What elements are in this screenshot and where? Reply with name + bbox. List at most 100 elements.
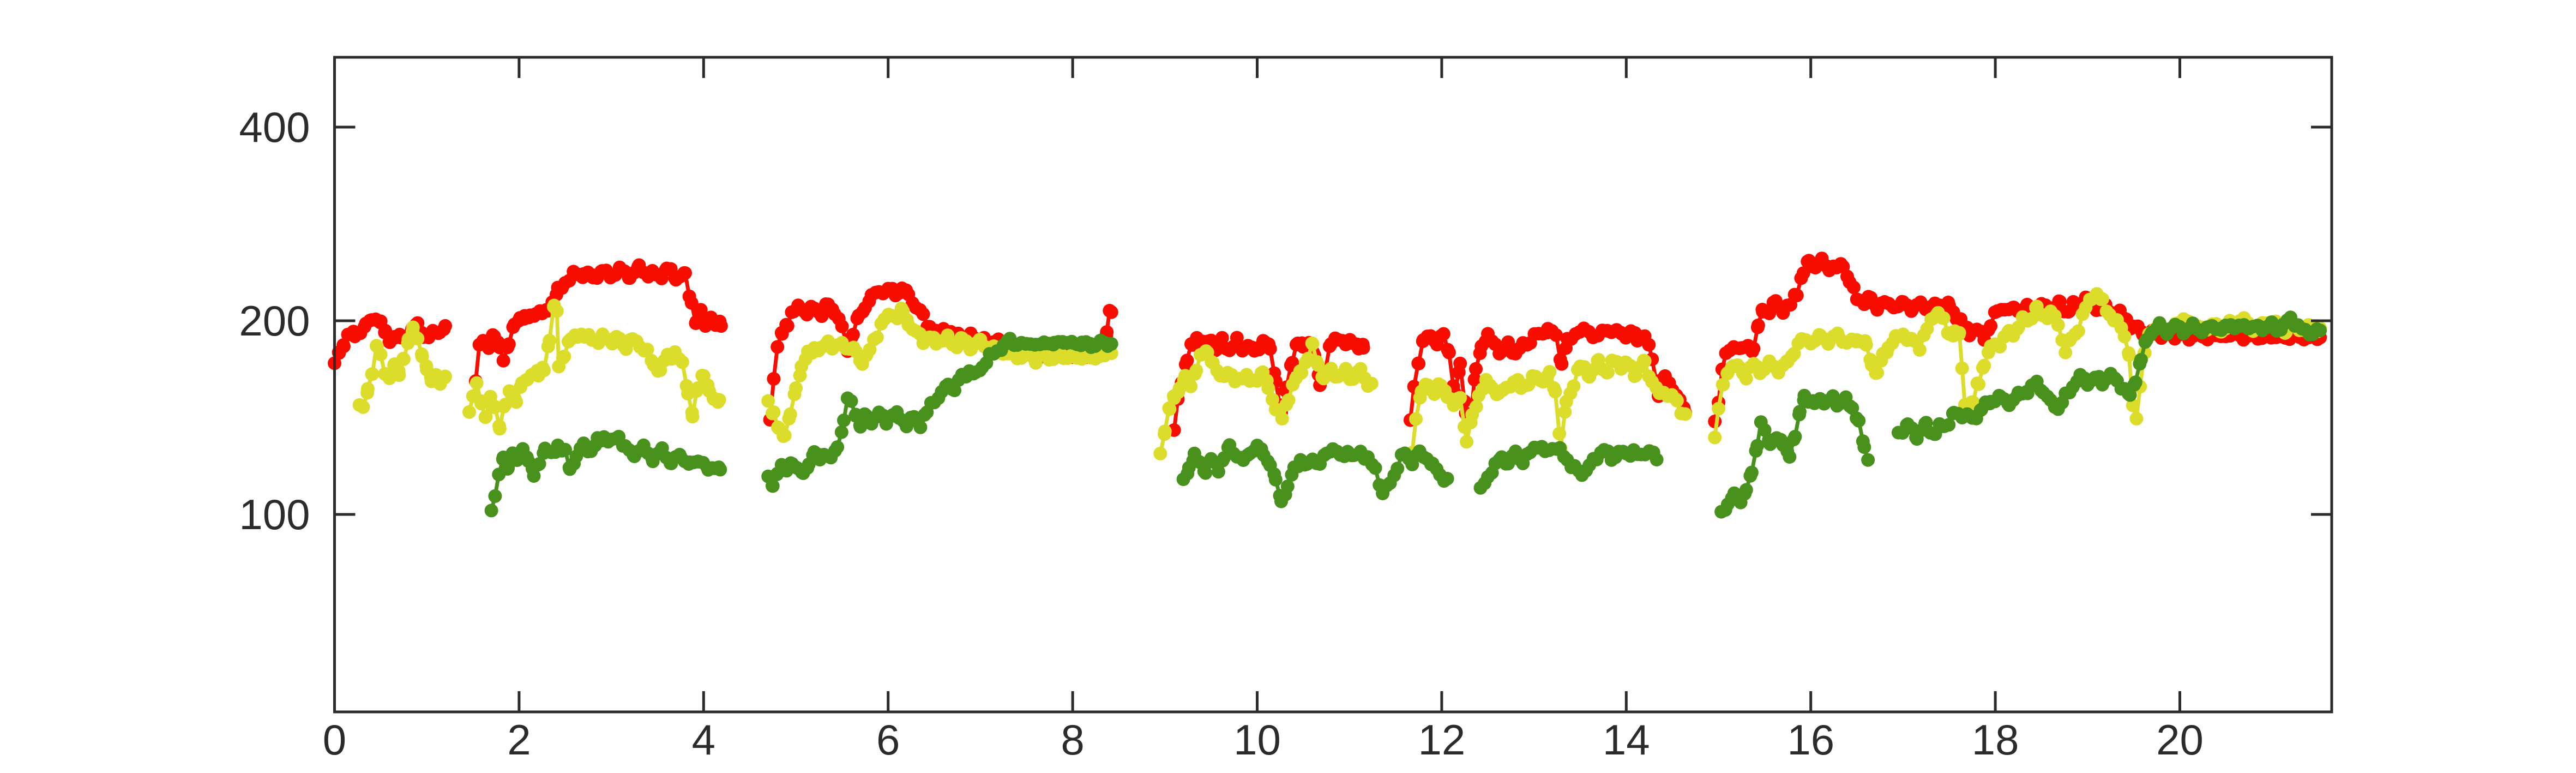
yellow-series-marker [1339, 362, 1353, 376]
yellow-series-marker [1787, 346, 1801, 361]
yellow-series-marker [537, 363, 551, 377]
yellow-series-marker [1739, 371, 1753, 386]
yellow-series-marker [406, 320, 420, 334]
yellow-series-marker [1558, 405, 1572, 419]
red-series-marker [502, 337, 516, 351]
yellow-series-marker [365, 367, 380, 381]
green-series-marker [1861, 453, 1875, 467]
green-series-marker [488, 489, 502, 503]
red-series-marker [780, 319, 795, 333]
red-series-marker [767, 371, 781, 386]
yellow-series-marker [761, 394, 775, 408]
yellow-series-marker [1453, 391, 1467, 405]
red-series-marker [1442, 345, 1456, 359]
yellow-series-marker [1158, 424, 1172, 439]
green-series-marker [2313, 323, 2327, 338]
green-series-marker [830, 440, 845, 454]
red-series-marker [694, 303, 708, 317]
x-tick-label: 14 [1603, 716, 1650, 764]
red-series-marker [678, 266, 692, 280]
red-series-marker [771, 340, 785, 354]
yellow-series-marker [1184, 379, 1198, 393]
red-series-marker [1467, 373, 1482, 387]
green-series-marker [532, 457, 546, 471]
red-series-marker [916, 307, 930, 321]
yellow-series-marker [1460, 435, 1474, 449]
green-series-marker [1792, 405, 1807, 419]
green-series-marker [1845, 401, 1859, 415]
yellow-series-marker [1543, 365, 1557, 379]
yellow-series-marker [1311, 358, 1325, 372]
yellow-series-marker [492, 422, 507, 436]
green-series-marker [1104, 337, 1118, 351]
yellow-series-marker [470, 376, 484, 390]
green-series [484, 310, 2327, 519]
yellow-series-marker [1548, 385, 1562, 399]
green-series-marker [1744, 465, 1759, 480]
green-series-marker [1650, 453, 1664, 466]
red-series-marker [496, 353, 510, 368]
green-series-marker [1199, 466, 1213, 480]
green-series-marker [948, 383, 961, 398]
red-series-marker [1642, 338, 1656, 352]
yellow-series-marker [438, 369, 452, 383]
red-series-marker [815, 309, 829, 323]
red-series-marker [1751, 318, 1765, 332]
red-series-marker [336, 339, 351, 353]
green-series-marker [844, 394, 858, 408]
green-series-marker [1280, 480, 1295, 494]
x-tick-label: 18 [1972, 716, 2019, 764]
green-series-marker [527, 469, 541, 483]
red-series-marker [1180, 353, 1194, 368]
y-tick-label: 100 [239, 490, 310, 538]
yellow-series-marker [1469, 400, 1483, 414]
green-series-marker [1788, 429, 1802, 444]
yellow-series-marker [2095, 292, 2109, 306]
yellow-series-marker [1552, 427, 1567, 441]
yellow-series-marker [870, 330, 884, 344]
green-series-marker [1852, 414, 1866, 428]
x-tick-label: 10 [1233, 716, 1281, 764]
red-series-marker [835, 319, 849, 333]
x-tick-label: 6 [876, 716, 900, 764]
yellow-series-marker [1912, 343, 1927, 357]
red-series-marker [1555, 357, 1569, 371]
x-tick-label: 2 [507, 716, 531, 764]
yellow-series-marker [1972, 377, 1986, 391]
x-tick-label: 0 [323, 716, 346, 764]
red-series-marker [846, 327, 860, 341]
red-series-marker [1469, 362, 1483, 376]
green-series-marker [713, 463, 727, 477]
red-series-marker [714, 319, 728, 333]
yellow-series-marker [1163, 402, 1177, 416]
green-series-marker [2134, 352, 2148, 367]
yellow-series-marker [557, 349, 571, 363]
yellow-series-marker [1305, 337, 1320, 351]
red-series-marker [1501, 335, 1515, 349]
red-series-marker [1762, 307, 1777, 320]
yellow-series-marker [685, 410, 700, 424]
yellow-series-marker [509, 395, 523, 409]
yellow-series-marker [1977, 358, 1991, 373]
yellow-series-marker [1955, 361, 1969, 375]
yellow-series-marker [2122, 348, 2136, 362]
green-series-marker [766, 479, 780, 493]
green-series-marker [2128, 375, 2142, 390]
yellow-series-marker [1409, 412, 1423, 426]
yellow-series-marker [2059, 345, 2073, 359]
yellow-series-marker [1364, 376, 1379, 391]
yellow-series-marker [2051, 318, 2065, 332]
yellow-series-marker [411, 332, 425, 346]
yellow-series-marker [640, 343, 654, 357]
yellow-series-marker [1708, 430, 1722, 445]
series-layer [328, 251, 2327, 519]
red-series-marker [1453, 356, 1467, 370]
yellow-series-marker [778, 428, 792, 442]
yellow-series-marker [1281, 393, 1296, 407]
yellow-series-marker [1261, 381, 1275, 396]
green-series-marker [834, 425, 848, 439]
yellow-series-marker [1275, 412, 1289, 426]
yellow-series [352, 287, 2327, 460]
